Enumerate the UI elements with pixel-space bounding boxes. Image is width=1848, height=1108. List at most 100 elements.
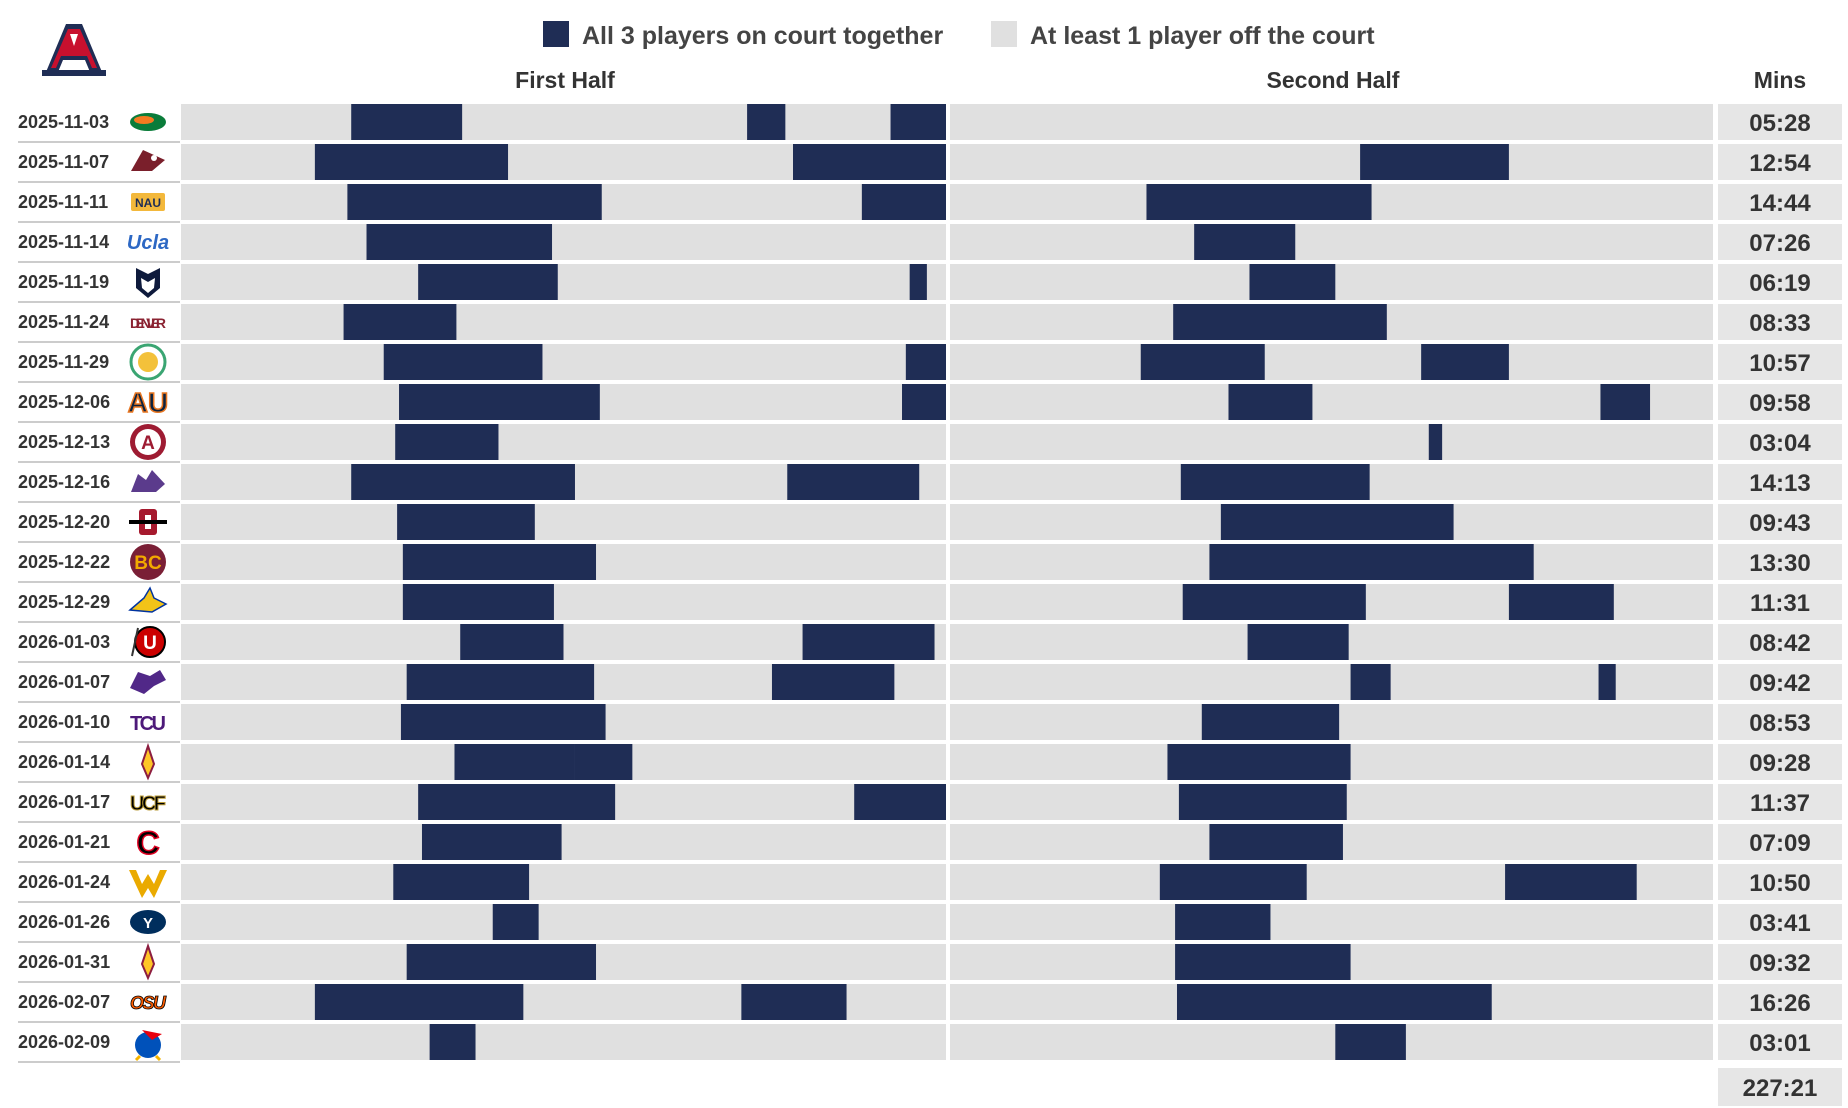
arizona-state-logo [140, 942, 156, 981]
game-mins: 10:57 [1749, 350, 1810, 377]
mins-cell [1718, 544, 1842, 580]
first-half-title: First Half [515, 67, 615, 93]
game-date: 2025-12-20 [18, 512, 110, 532]
second-half-on-court-bar [1140, 344, 1265, 380]
game-date: 2025-11-24 [18, 312, 109, 332]
bethune-cookman-logo: BC [130, 544, 166, 580]
game-mins: 08:33 [1749, 310, 1810, 337]
legend-label-off: At least 1 player off the court [1030, 22, 1375, 50]
game-mins: 13:30 [1749, 550, 1810, 577]
game-mins: 08:53 [1749, 710, 1810, 737]
first-half-on-court-bar [383, 344, 543, 380]
mins-cell [1718, 704, 1842, 740]
game-date: 2026-01-21 [18, 832, 110, 852]
game-row: 2026-01-31 09:32 [18, 942, 1842, 983]
game-mins: 11:37 [1750, 790, 1810, 817]
game-row: 2025-12-06 AU 09:58 [18, 384, 1842, 423]
mins-cell [1718, 784, 1842, 820]
game-row: 2025-11-11 NAU 14:44 [18, 184, 1842, 223]
svg-text:BC: BC [134, 553, 162, 574]
cincinnati-logo: C [136, 824, 161, 862]
total-mins: 227:21 [1743, 1075, 1818, 1102]
florida-gators-logo [130, 113, 166, 131]
game-mins: 09:43 [1749, 510, 1810, 537]
game-mins: 03:04 [1749, 430, 1811, 457]
first-half-on-court-bar [395, 424, 499, 460]
first-half-on-court-bar [861, 184, 946, 220]
mins-cell [1718, 864, 1842, 900]
second-half-track [950, 1024, 1713, 1060]
game-row: 2025-11-29 10:57 [18, 343, 1842, 383]
first-half-on-court-bar [351, 104, 463, 140]
first-half-on-court-bar [460, 624, 564, 660]
svg-text:Ucla: Ucla [127, 232, 169, 254]
second-half-track [950, 224, 1713, 260]
first-half-on-court-bar [314, 144, 509, 180]
game-mins: 05:28 [1749, 110, 1810, 137]
game-date: 2025-11-07 [18, 152, 109, 172]
second-half-track [950, 144, 1713, 180]
mins-cell [1718, 744, 1842, 780]
second-half-title: Second Half [1267, 67, 1400, 93]
game-date: 2025-12-29 [18, 592, 110, 612]
legend-swatch-off [991, 21, 1017, 47]
game-mins: 09:32 [1749, 950, 1810, 977]
mins-cell [1718, 984, 1842, 1020]
second-half-track [950, 384, 1713, 420]
mins-cell [1718, 904, 1842, 940]
svg-text:AU: AU [128, 387, 168, 418]
game-mins: 09:58 [1749, 390, 1810, 417]
game-date: 2026-01-03 [18, 632, 110, 652]
first-half-on-court-bar [454, 744, 575, 780]
first-half-track [181, 224, 946, 260]
first-half-on-court-bar [574, 744, 633, 780]
svg-text:UCF: UCF [130, 793, 166, 815]
first-half-track [181, 424, 946, 460]
first-half-on-court-bar [406, 664, 595, 700]
bulldog-logo [131, 470, 165, 492]
second-half-on-court-bar [1201, 704, 1340, 740]
first-half-on-court-bar [402, 584, 554, 620]
first-half-track [181, 1024, 946, 1060]
byu-logo: Y [130, 910, 166, 934]
game-date: 2026-01-17 [18, 792, 110, 812]
first-half-on-court-bar [429, 1024, 476, 1060]
first-half-on-court-bar [890, 104, 946, 140]
mins-cell [1718, 264, 1842, 300]
mins-cell [1718, 344, 1842, 380]
second-half-on-court-bar [1335, 1024, 1406, 1060]
mins-cell [1718, 504, 1842, 540]
game-row: 2025-11-19 06:19 [18, 264, 1842, 303]
first-half-on-court-bar [400, 704, 606, 740]
first-half-on-court-bar [492, 904, 539, 940]
second-half-on-court-bar [1508, 584, 1614, 620]
second-half-on-court-bar [1209, 824, 1343, 860]
second-half-on-court-bar [1600, 384, 1651, 420]
game-row: 2025-12-20 09:43 [18, 504, 1842, 543]
second-half-on-court-bar [1350, 664, 1391, 700]
mins-cell [1718, 184, 1842, 220]
game-date: 2026-02-07 [18, 992, 110, 1012]
svg-text:C: C [136, 825, 159, 861]
game-mins: 08:42 [1749, 630, 1810, 657]
game-mins: 14:44 [1749, 190, 1811, 217]
first-half-on-court-bar [854, 784, 946, 820]
mins-cell [1718, 384, 1842, 420]
nau-logo: NAU [131, 193, 165, 211]
game-row: 2026-01-17 UCF 11:37 [18, 784, 1842, 823]
denver-logo: DENVER [130, 315, 166, 331]
total-cell [1718, 1068, 1842, 1106]
game-row: 2025-11-14 Ucla 07:26 [18, 224, 1842, 263]
game-mins: 03:41 [1749, 910, 1810, 937]
game-row: 2025-12-16 14:13 [18, 464, 1842, 503]
game-mins: 10:50 [1749, 870, 1810, 897]
first-half-track [181, 504, 946, 540]
first-half-on-court-bar [771, 664, 895, 700]
first-half-on-court-bar [418, 264, 558, 300]
game-date: 2026-01-31 [18, 952, 110, 972]
mins-header: Mins [1754, 67, 1806, 93]
second-half-track [950, 904, 1713, 940]
game-mins: 06:19 [1749, 270, 1810, 297]
mins-cell [1718, 944, 1842, 980]
first-half-on-court-bar [366, 224, 553, 260]
